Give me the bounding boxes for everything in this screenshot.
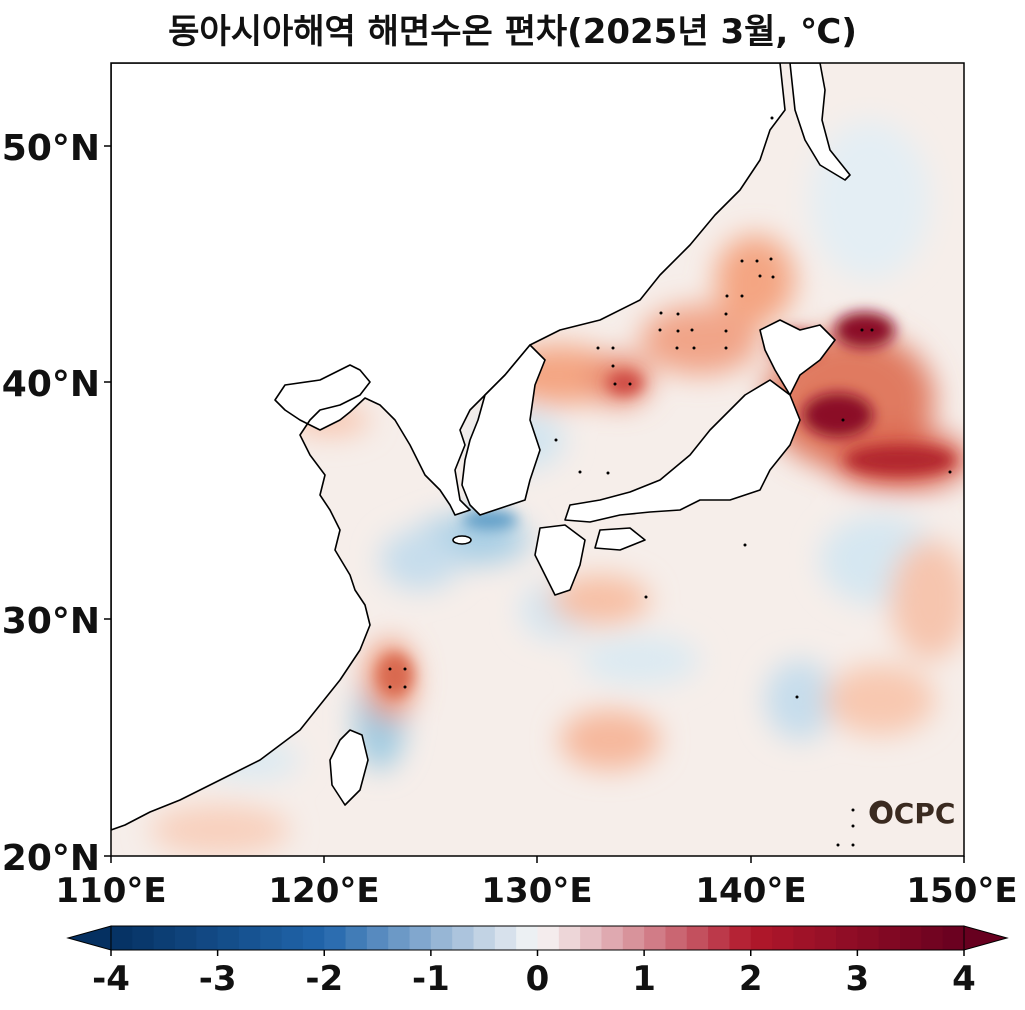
colorbar-cell (281, 926, 304, 950)
honshu (564, 379, 801, 523)
colorbar: -4 -3 -2 -1 0 1 2 3 4 (66, 925, 1009, 999)
colorbar-cells (111, 926, 965, 950)
colorbar-cell (686, 926, 709, 950)
korean-peninsula (461, 344, 546, 516)
tick-marks (104, 145, 965, 863)
lat-label-40n: 40°N (2, 364, 100, 405)
colorbar-cell (430, 926, 453, 950)
colorbar-tick-label: -3 (199, 959, 237, 999)
colorbar-cell (452, 926, 475, 950)
shikoku (594, 527, 646, 551)
colorbar-cell (260, 926, 283, 950)
colorbar-cell (644, 926, 667, 950)
colorbar-cell (836, 926, 858, 950)
colorbar-tick-label: -4 (92, 959, 130, 999)
colorbar-high-arrow (963, 925, 1009, 951)
colorbar-cell (814, 926, 837, 950)
colorbar-cell (153, 926, 176, 950)
colorbar-ticks: -4 -3 -2 -1 0 1 2 3 4 (92, 950, 976, 999)
colorbar-cell (558, 926, 581, 950)
colorbar-cell (473, 926, 496, 950)
colorbar-cell (111, 926, 133, 950)
colorbar-cell (878, 926, 901, 950)
kyushu (534, 524, 586, 596)
colorbar-cell (366, 926, 389, 950)
colorbar-cell (729, 926, 752, 950)
lon-label-110e: 110°E (55, 871, 166, 911)
colorbar-cell (580, 926, 603, 950)
colorbar-cell (516, 926, 539, 950)
colorbar-tick-label: -2 (305, 959, 343, 999)
lat-label-30n: 30°N (2, 601, 100, 642)
colorbar-tick-label: 2 (739, 959, 763, 999)
colorbar-cell (345, 926, 368, 950)
colorbar-cell (537, 926, 560, 950)
lat-label-50n: 50°N (2, 128, 100, 169)
colorbar-tick-label: 3 (846, 959, 870, 999)
lon-label-120e: 120°E (268, 871, 379, 911)
colorbar-cell (174, 926, 197, 950)
hokkaido (759, 319, 836, 396)
mainland-asia (111, 63, 786, 831)
colorbar-cell (900, 926, 922, 950)
lat-label-20n: 20°N (2, 838, 100, 879)
colorbar-low-arrow (66, 925, 112, 951)
colorbar-cell (708, 926, 731, 950)
colorbar-cell (217, 926, 240, 950)
colorbar-cell (238, 926, 261, 950)
colorbar-cell (793, 926, 816, 950)
taiwan (329, 729, 369, 806)
colorbar-cell (302, 926, 325, 950)
island-dots (388, 116, 952, 847)
colorbar-tick-label: 1 (632, 959, 656, 999)
map-title: 동아시아해역 해면수온 편차(2025년 3월, ℃) (168, 12, 857, 52)
lon-label-140e: 140°E (695, 871, 806, 911)
colorbar-tick-label: 0 (526, 959, 550, 999)
colorbar-cell (494, 926, 517, 950)
colorbar-tick-label: 4 (952, 959, 976, 999)
colorbar-cell (857, 926, 880, 950)
lon-label-150e: 150°E (906, 871, 1017, 911)
ocpc-logo-mark (869, 800, 893, 824)
colorbar-cell (622, 926, 645, 950)
colorbar-cell (772, 926, 794, 950)
colorbar-cell (942, 926, 965, 950)
jeju-island (452, 535, 472, 545)
colorbar-cell (409, 926, 432, 950)
colorbar-cell (921, 926, 944, 950)
colorbar-tick-label: -1 (412, 959, 450, 999)
colorbar-cell (601, 926, 624, 950)
colorbar-cell (132, 926, 155, 950)
land-masses (111, 63, 851, 831)
sakhalin (789, 63, 851, 181)
colorbar-cell (196, 926, 219, 950)
ocpc-logo: OCPC (869, 797, 955, 830)
colorbar-cell (324, 926, 347, 950)
ocpc-logo-text: OCPC (870, 797, 955, 830)
colorbar-cell (665, 926, 688, 950)
lon-label-130e: 130°E (481, 871, 592, 911)
colorbar-cell (388, 926, 411, 950)
colorbar-cell (750, 926, 773, 950)
